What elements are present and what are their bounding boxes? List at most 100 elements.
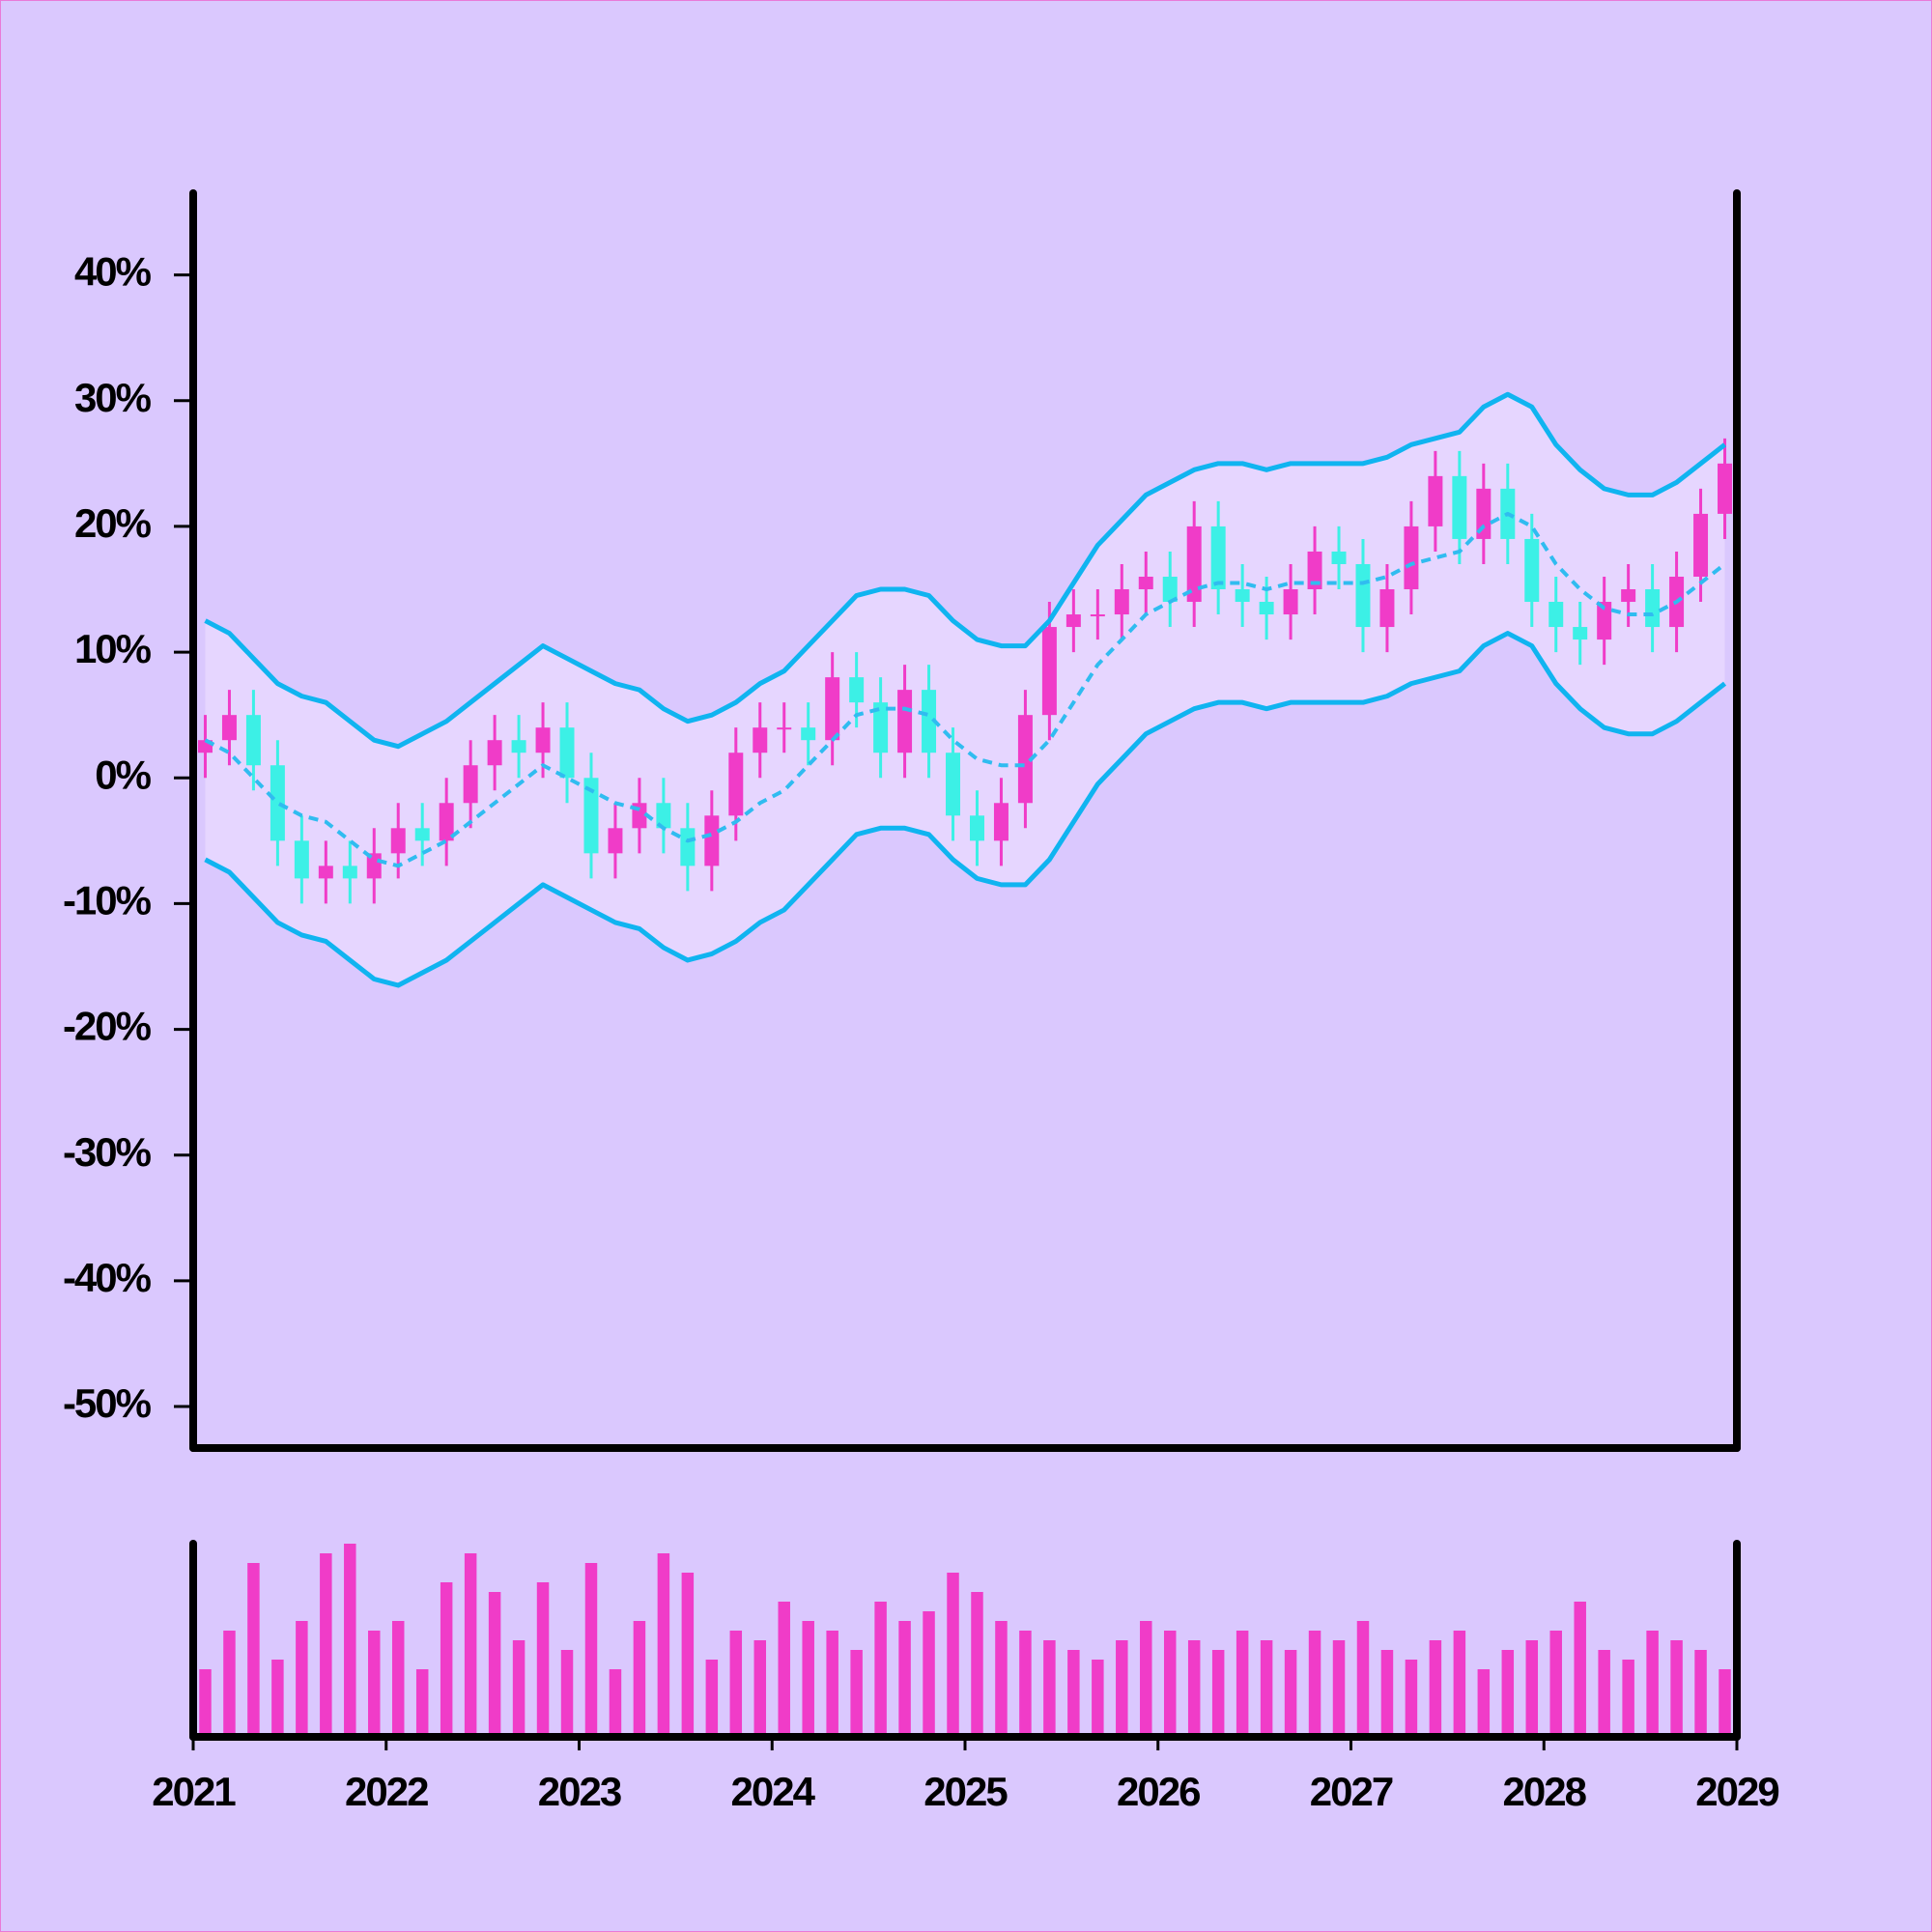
candle-body bbox=[728, 753, 744, 816]
candle-body bbox=[1235, 589, 1250, 603]
volume-bar bbox=[971, 1592, 983, 1737]
volume-bar bbox=[898, 1621, 911, 1737]
candle-body bbox=[390, 828, 406, 854]
band-upper bbox=[204, 391, 1727, 750]
volume-bar bbox=[1694, 1650, 1707, 1737]
volume-bar bbox=[1598, 1650, 1610, 1737]
candle-body bbox=[873, 702, 889, 753]
candle-body bbox=[1621, 589, 1636, 603]
candle-body bbox=[1404, 526, 1419, 590]
volume-bar bbox=[415, 1669, 429, 1737]
candle-body bbox=[535, 727, 551, 753]
y-tick-label: 40% bbox=[74, 249, 152, 295]
volume-bar bbox=[223, 1631, 236, 1737]
volume-bar bbox=[1332, 1640, 1346, 1737]
candle-body bbox=[1331, 551, 1347, 564]
candle-body bbox=[294, 840, 309, 879]
volume-bar bbox=[391, 1621, 405, 1737]
volume-bar bbox=[1719, 1669, 1731, 1737]
volume-bar bbox=[1356, 1621, 1370, 1737]
candle-body bbox=[753, 727, 768, 753]
volume-bar bbox=[1622, 1660, 1634, 1737]
volume-bar bbox=[368, 1631, 381, 1737]
volume-bar bbox=[923, 1611, 935, 1737]
candle-body bbox=[463, 765, 478, 804]
candle-body bbox=[559, 727, 575, 779]
volume-bar bbox=[1429, 1640, 1442, 1737]
candle-body bbox=[704, 815, 720, 867]
candle-body bbox=[1645, 589, 1661, 628]
candle-body bbox=[825, 677, 840, 741]
volume-bar bbox=[536, 1582, 550, 1737]
candle-body bbox=[511, 740, 526, 753]
candle-body bbox=[245, 715, 261, 766]
candle-body bbox=[1017, 715, 1033, 804]
volume-bar bbox=[1236, 1631, 1249, 1737]
candle-body bbox=[439, 803, 454, 841]
volume-bar bbox=[850, 1650, 863, 1737]
x-tick-label: 2021 bbox=[152, 1769, 236, 1814]
candle-body bbox=[1573, 627, 1588, 640]
candle-body bbox=[1597, 602, 1612, 640]
volume-bar bbox=[271, 1660, 284, 1737]
volume-bar bbox=[729, 1631, 743, 1737]
y-tick-label: -50% bbox=[63, 1380, 152, 1426]
candle-body bbox=[1428, 475, 1443, 526]
y-tick-label: -10% bbox=[63, 877, 152, 923]
candle-body bbox=[777, 727, 792, 730]
x-tick-label: 2026 bbox=[1117, 1769, 1200, 1814]
candle-body bbox=[969, 815, 984, 841]
volume-bar bbox=[947, 1573, 959, 1737]
volume-bar bbox=[488, 1592, 501, 1737]
candle-body bbox=[1718, 463, 1733, 514]
x-tick-label: 2029 bbox=[1695, 1769, 1778, 1814]
y-tick-label: 10% bbox=[74, 626, 152, 671]
y-tick-label: 0% bbox=[95, 752, 151, 797]
x-tick-label: 2024 bbox=[731, 1769, 816, 1814]
y-tick-label: -40% bbox=[63, 1255, 152, 1300]
candle-body bbox=[946, 753, 961, 816]
volume-bar bbox=[1574, 1602, 1586, 1737]
volume-bar bbox=[826, 1631, 838, 1737]
volume-bar bbox=[609, 1669, 622, 1737]
candle-body bbox=[221, 715, 237, 741]
x-tick-label: 2023 bbox=[538, 1769, 621, 1814]
volume-bar bbox=[1187, 1640, 1201, 1737]
volume-bar bbox=[1116, 1640, 1128, 1737]
volume-bar bbox=[1477, 1669, 1491, 1737]
candle-body bbox=[1210, 526, 1226, 590]
volume-bar bbox=[1211, 1650, 1225, 1737]
candle-body bbox=[342, 866, 357, 879]
volume-bar bbox=[320, 1553, 332, 1737]
candle-body bbox=[487, 740, 502, 766]
volume-bar bbox=[874, 1602, 887, 1737]
volume-bar bbox=[1405, 1660, 1418, 1737]
volume-bar bbox=[753, 1640, 767, 1737]
candle-body bbox=[1379, 589, 1395, 628]
y-tick-label: 30% bbox=[74, 375, 152, 420]
volume-bar bbox=[296, 1621, 308, 1737]
volume-bar bbox=[633, 1621, 646, 1737]
volume-bar bbox=[1260, 1640, 1273, 1737]
volume-bar bbox=[1453, 1631, 1466, 1737]
volume-bar bbox=[440, 1582, 453, 1737]
candle-body bbox=[1162, 576, 1178, 603]
x-tick-label: 2025 bbox=[923, 1769, 1008, 1814]
volume-bar bbox=[705, 1660, 719, 1737]
volume-bar bbox=[1525, 1640, 1539, 1737]
volume-bar bbox=[512, 1640, 526, 1737]
volume-bar bbox=[1284, 1650, 1297, 1737]
volume-bar bbox=[802, 1621, 814, 1737]
candle-body bbox=[1307, 551, 1322, 590]
x-tick-label: 2027 bbox=[1310, 1769, 1393, 1814]
volume-bar bbox=[560, 1650, 574, 1737]
candle-body bbox=[1114, 589, 1129, 615]
candle-body bbox=[1693, 513, 1709, 577]
x-tick-label: 2028 bbox=[1503, 1769, 1587, 1814]
volume-bar bbox=[1646, 1631, 1659, 1737]
band-lower bbox=[204, 631, 1727, 988]
volume-bar bbox=[584, 1563, 598, 1737]
volume-bar bbox=[247, 1563, 260, 1737]
